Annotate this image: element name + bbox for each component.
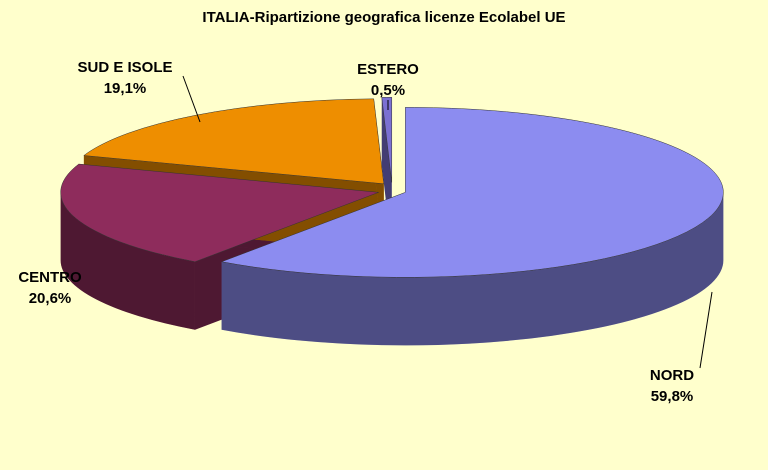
slice-label: SUD E ISOLE (77, 59, 172, 76)
slice-value-label: 0,5% (371, 82, 405, 99)
slice-tops (60, 97, 724, 278)
slice (60, 163, 379, 262)
slice-side-shade (221, 192, 724, 346)
slice-label: CENTRO (18, 269, 82, 286)
slice-side (221, 192, 724, 346)
slice (381, 97, 393, 183)
slice-side (60, 192, 195, 330)
slice (220, 107, 724, 278)
slice-value-label: 19,1% (104, 80, 147, 97)
leader-line (699, 291, 713, 369)
slice-value-label: 20,6% (29, 290, 72, 307)
slice-side-shade (60, 192, 195, 330)
leader-line (182, 75, 201, 123)
slice-label: ESTERO (357, 61, 419, 78)
chart-title: ITALIA-Ripartizione geografica licenze E… (202, 9, 565, 26)
slice-value-label: 59,8% (651, 388, 694, 405)
slice-label: NORD (650, 367, 694, 384)
slice (83, 98, 385, 185)
